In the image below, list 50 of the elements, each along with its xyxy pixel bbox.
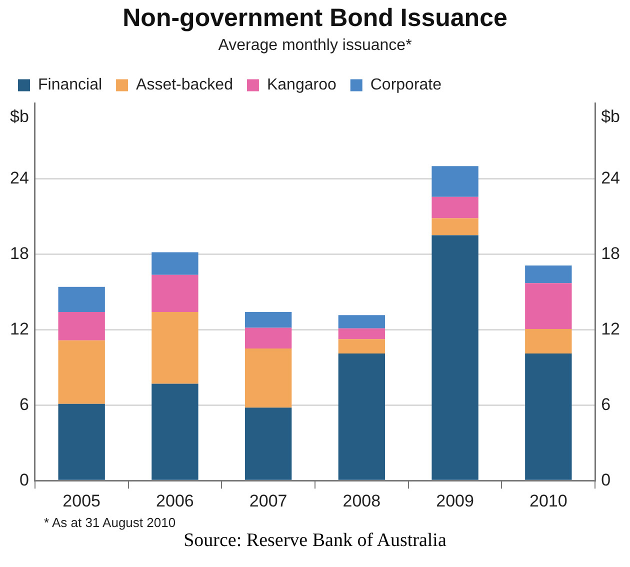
bar (525, 265, 572, 284)
bar (432, 196, 478, 218)
x-tick-label: 2010 (529, 491, 568, 510)
source-note: Source: Reserve Bank of Australia (182, 530, 448, 552)
y2-tick-label: 18 (601, 244, 620, 263)
legend-label: Financial (38, 76, 102, 94)
bar (244, 328, 292, 349)
x-tick-label: 2005 (62, 491, 101, 510)
bar (58, 312, 105, 340)
chart-title: Non-government Bond Issuance (122, 4, 508, 32)
x-tick-label: 2006 (156, 491, 194, 510)
legend-label: Kangaroo (266, 76, 336, 94)
bar (58, 340, 105, 404)
bar (338, 339, 386, 354)
legend-label: Corporate (370, 76, 442, 94)
y2-axis-title: $b (601, 106, 620, 126)
bar (338, 315, 386, 328)
bar (58, 286, 105, 312)
bar (244, 348, 292, 408)
bar (58, 404, 105, 480)
bar (525, 329, 572, 354)
y-axis-title: $b (10, 106, 29, 126)
y-tick-label: 18 (10, 244, 29, 263)
bar (432, 218, 478, 236)
x-tick-label: 2007 (249, 491, 288, 510)
bar (152, 312, 198, 384)
y-tick-label: 24 (10, 168, 29, 188)
bar (152, 274, 198, 312)
legend-label: Asset-backed (136, 76, 233, 94)
bar (525, 283, 572, 330)
bar (244, 408, 292, 480)
bar (244, 312, 292, 328)
y2-tick-label: 0 (601, 470, 611, 490)
y-tick-label: 12 (10, 319, 29, 338)
y2-tick-label: 24 (601, 168, 620, 188)
y-tick-label: 6 (19, 394, 29, 414)
y2-tick-label: 6 (601, 394, 611, 414)
x-tick-label: 2008 (342, 491, 381, 510)
bar (338, 328, 386, 340)
bar (338, 354, 386, 480)
bar (432, 166, 478, 197)
text: * As at 31 August 2010 (44, 515, 177, 530)
bar (152, 384, 198, 480)
bar (152, 252, 198, 275)
bar (432, 235, 478, 480)
bar (525, 354, 572, 480)
chart-subtitle: Average monthly issuance* (218, 37, 412, 54)
y-tick-label: 0 (19, 470, 29, 490)
y2-tick-label: 12 (601, 319, 620, 338)
x-tick-label: 2009 (436, 491, 474, 510)
